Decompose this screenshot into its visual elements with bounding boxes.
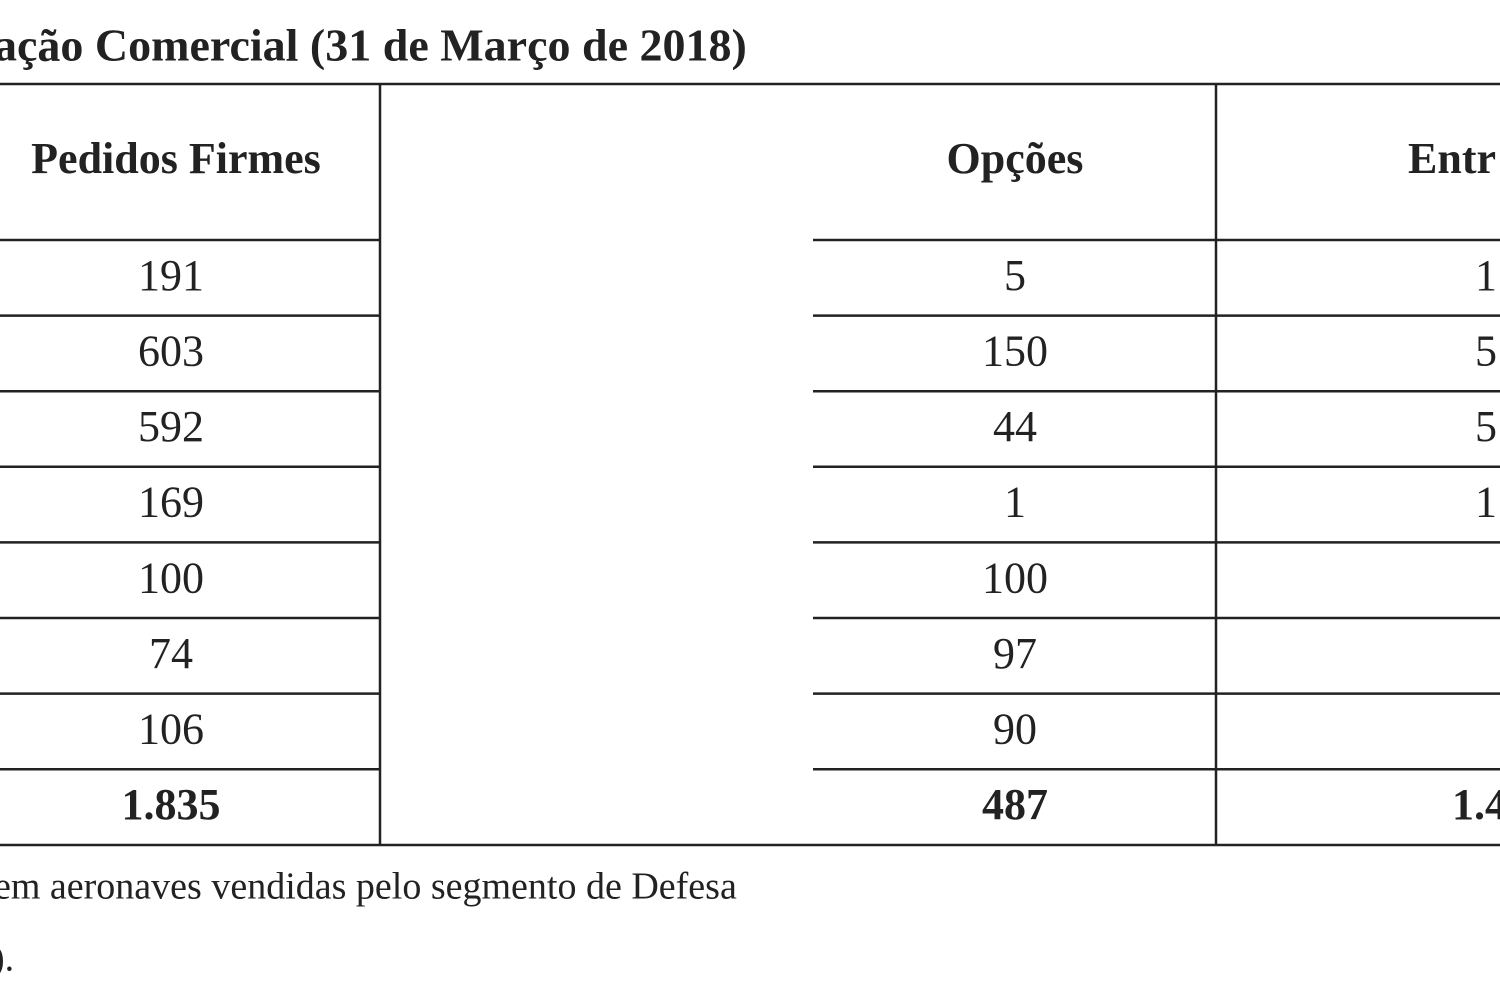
- column-header: Opções: [947, 134, 1084, 183]
- cell: 1: [1475, 478, 1497, 527]
- title: ação Comercial (31 de Março de 2018): [0, 20, 747, 71]
- cell: 191: [138, 251, 204, 300]
- cell: 44: [993, 402, 1037, 451]
- cell: 5: [1475, 326, 1497, 375]
- cell: 150: [982, 326, 1048, 375]
- cell: 1: [1475, 251, 1497, 300]
- footnote: ).: [0, 938, 14, 980]
- cell: 1: [1004, 478, 1026, 527]
- cell: 5: [1004, 251, 1026, 300]
- column-header: Pedidos Firmes: [31, 134, 321, 183]
- cell: 97: [993, 629, 1037, 678]
- footnote: em aeronaves vendidas pelo segmento de D…: [0, 866, 737, 908]
- cell: 169: [138, 478, 204, 527]
- cell: 5: [1475, 402, 1497, 451]
- total-cell: 487: [982, 780, 1048, 829]
- cell: 592: [138, 402, 204, 451]
- column-header: Entr: [1408, 134, 1496, 183]
- cell: 100: [982, 553, 1048, 602]
- cell: 603: [138, 326, 204, 375]
- total-cell: 1.835: [122, 780, 221, 829]
- cell: 90: [993, 704, 1037, 753]
- cell: 106: [138, 704, 204, 753]
- total-cell: 1.4: [1452, 780, 1500, 829]
- cell: 74: [149, 629, 193, 678]
- cell: 100: [138, 553, 204, 602]
